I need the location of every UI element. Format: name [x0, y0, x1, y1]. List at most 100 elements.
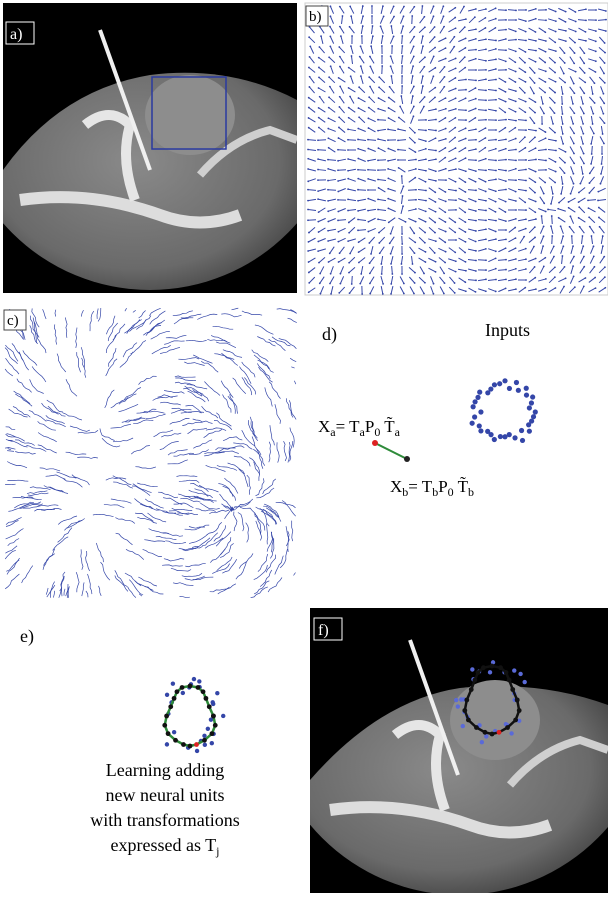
- vector-head: [309, 76, 311, 78]
- vector-head: [534, 72, 536, 74]
- vector-head: [414, 132, 416, 134]
- vector-head: [525, 119, 527, 121]
- vector-head: [524, 62, 526, 64]
- vector-head: [400, 95, 402, 97]
- vector-head: [329, 45, 331, 47]
- vector-head: [423, 273, 425, 275]
- vector: [468, 140, 476, 141]
- vector-head: [558, 217, 560, 219]
- vector-head: [495, 129, 497, 131]
- vector-head: [555, 140, 557, 142]
- neural-unit: [188, 684, 193, 689]
- vector-head: [524, 111, 526, 113]
- vector-head: [573, 83, 575, 85]
- vector-head: [595, 287, 597, 289]
- input-point: [480, 740, 484, 744]
- vector-head: [485, 191, 487, 193]
- vector-head: [390, 25, 392, 27]
- vector-head: [382, 5, 384, 7]
- vector-head: [339, 283, 341, 285]
- vector-head: [570, 193, 572, 195]
- neural-unit: [213, 723, 218, 728]
- vector-head: [387, 188, 389, 190]
- vector-head: [455, 271, 457, 273]
- vector-head: [554, 266, 556, 268]
- vector-head: [445, 168, 447, 170]
- vector-head: [475, 279, 477, 281]
- vector-head: [601, 163, 603, 165]
- vector-head: [505, 91, 507, 93]
- vector-head: [560, 193, 562, 195]
- vector-head: [525, 218, 527, 220]
- vector-head: [414, 241, 416, 243]
- vector-head: [464, 26, 466, 28]
- neural-unit: [472, 678, 477, 683]
- vector-head: [604, 287, 606, 289]
- vector-head: [604, 122, 606, 124]
- panel-d: d) Inputs Xa= TaP0 T̃a Xb= TbP0 T̃b: [318, 320, 538, 499]
- vector-head: [445, 138, 447, 140]
- neural-unit: [188, 744, 193, 749]
- vector-head: [348, 87, 350, 89]
- neural-unit: [504, 670, 509, 675]
- vector-head: [425, 119, 427, 121]
- vector-head: [348, 67, 350, 69]
- vector: [358, 190, 366, 191]
- input-point: [530, 394, 535, 399]
- panel-title: Inputs: [485, 320, 530, 340]
- vector-head: [485, 119, 487, 121]
- vector-head: [390, 65, 392, 67]
- vector-head: [525, 159, 527, 161]
- vector-head: [551, 235, 553, 237]
- vector-head: [444, 76, 446, 78]
- vector-head: [357, 200, 359, 202]
- vector-head: [443, 15, 445, 17]
- vector-head: [495, 268, 497, 270]
- vector-head: [412, 75, 414, 77]
- vector-head: [445, 47, 447, 49]
- vector-head: [328, 76, 330, 78]
- vector-head: [465, 97, 467, 99]
- vector-head: [515, 191, 517, 193]
- vector-head: [505, 180, 507, 182]
- vector-head: [307, 200, 309, 202]
- vector-head: [390, 283, 392, 285]
- vector-head: [573, 173, 575, 175]
- vector-head: [543, 202, 545, 204]
- vector-head: [397, 149, 399, 151]
- vector-head: [318, 211, 320, 213]
- vector-head: [307, 209, 309, 211]
- vector-head: [568, 201, 570, 203]
- vector-head: [380, 25, 382, 27]
- vector-head: [327, 159, 329, 161]
- vector-head: [475, 139, 477, 141]
- neural-unit: [498, 665, 503, 670]
- vector-head: [357, 229, 359, 231]
- vector-head: [504, 111, 506, 113]
- vector-head: [572, 245, 574, 247]
- vector-head: [327, 210, 329, 212]
- vector-head: [425, 211, 427, 213]
- vector-head: [505, 49, 507, 51]
- vector-head: [455, 27, 457, 29]
- vector-head: [330, 293, 332, 295]
- vector-head: [465, 37, 467, 39]
- vector-head: [565, 40, 567, 42]
- vector-head: [382, 35, 384, 37]
- vector-head: [415, 168, 417, 170]
- vector-head: [371, 5, 373, 7]
- vector-head: [495, 139, 497, 141]
- vector-head: [464, 221, 466, 223]
- vector-head: [424, 282, 426, 284]
- neural-unit: [462, 708, 467, 713]
- vector-head: [434, 222, 436, 224]
- vector-head: [495, 48, 497, 50]
- neural-unit: [481, 665, 486, 670]
- vector-head: [495, 40, 497, 42]
- vector-head: [554, 72, 556, 74]
- vector-head: [357, 128, 359, 130]
- vector-head: [563, 286, 565, 288]
- formula-part: = T: [336, 417, 361, 436]
- vector-head: [387, 139, 389, 141]
